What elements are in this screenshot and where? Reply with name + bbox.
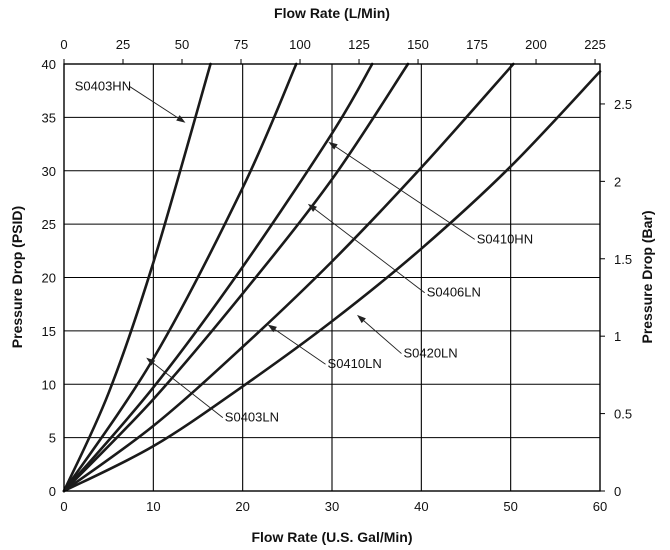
x-tick-label: 0 <box>60 499 67 514</box>
y2-tick-label: 0.5 <box>614 407 632 422</box>
plot-frame <box>63 63 601 492</box>
y-tick-label: 20 <box>42 271 56 286</box>
y-tick-label: 40 <box>42 57 56 72</box>
y2-tick-label: 1 <box>614 329 621 344</box>
y-tick-label: 35 <box>42 110 56 125</box>
annotation-arrowhead <box>328 141 338 150</box>
annotation-leader <box>152 362 224 418</box>
y2-tick-label: 2 <box>614 174 621 189</box>
annotations: S0403HN S0403LN S0410HN S0406LN S0410LN S0420… <box>75 79 533 425</box>
annotation-leader <box>314 208 425 294</box>
annotation-label-s0420ln: S0420LN <box>403 346 457 361</box>
annotation-arrowhead <box>307 203 317 212</box>
annotation-arrowhead <box>146 357 156 366</box>
x2-tick-label: 0 <box>60 37 67 52</box>
annotation-leader <box>363 320 402 354</box>
x2-tick-label: 50 <box>175 37 189 52</box>
annotation-arrowhead <box>176 115 186 123</box>
x2-tick-label: 125 <box>348 37 370 52</box>
annotation-leader <box>274 329 326 365</box>
annotation-leader <box>335 146 475 240</box>
y-tick-label: 0 <box>49 484 56 499</box>
annotation-label-s0403hn: S0403HN <box>75 79 131 94</box>
y2-tick-label: 2.5 <box>614 97 632 112</box>
annotation-label-s0406ln: S0406LN <box>427 285 481 300</box>
y-tick-label: 30 <box>42 164 56 179</box>
series-line-s0420ln <box>62 70 602 493</box>
x-tick-label: 50 <box>503 499 517 514</box>
y-tick-label: 10 <box>42 377 56 392</box>
annotation-label-s0410ln: S0410LN <box>328 356 382 371</box>
y-tick-label: 25 <box>42 217 56 232</box>
series-lines <box>62 62 602 493</box>
x-tick-label: 40 <box>414 499 428 514</box>
y-tick-label: 5 <box>49 431 56 446</box>
x2-tick-label: 100 <box>289 37 311 52</box>
x-tick-label: 20 <box>235 499 249 514</box>
bottom-axis-title: Flow Rate (U.S. Gal/Min) <box>251 529 412 545</box>
left-axis-title: Pressure Drop (PSID) <box>9 206 25 348</box>
x2-tick-label: 225 <box>584 37 606 52</box>
annotation-leader <box>129 86 179 119</box>
right-axis-title: Pressure Drop (Bar) <box>639 210 655 343</box>
x-tick-label: 60 <box>593 499 607 514</box>
x-tick-label: 30 <box>325 499 339 514</box>
series-line-s0410ln <box>62 62 515 493</box>
series-line-s0403ln <box>62 62 298 493</box>
x2-tick-label: 25 <box>116 37 130 52</box>
y2-tick-label: 1.5 <box>614 252 632 267</box>
x2-tick-label: 150 <box>407 37 429 52</box>
annotation-arrowhead <box>357 314 366 324</box>
x2-tick-label: 200 <box>525 37 547 52</box>
annotation-arrowhead <box>267 324 277 333</box>
series-line-s0406ln <box>62 62 410 493</box>
y-tick-label: 15 <box>42 324 56 339</box>
series-line-s0403hn <box>62 62 212 493</box>
annotation-label-s0410hn: S0410HN <box>477 231 533 246</box>
top-axis-title: Flow Rate (L/Min) <box>274 5 390 21</box>
annotation-label-s0403ln: S0403LN <box>225 410 279 425</box>
x-tick-label: 10 <box>146 499 160 514</box>
x2-tick-label: 175 <box>466 37 488 52</box>
y2-tick-label: 0 <box>614 484 621 499</box>
series-line-s0410hn <box>62 62 374 493</box>
x2-tick-label: 75 <box>234 37 248 52</box>
